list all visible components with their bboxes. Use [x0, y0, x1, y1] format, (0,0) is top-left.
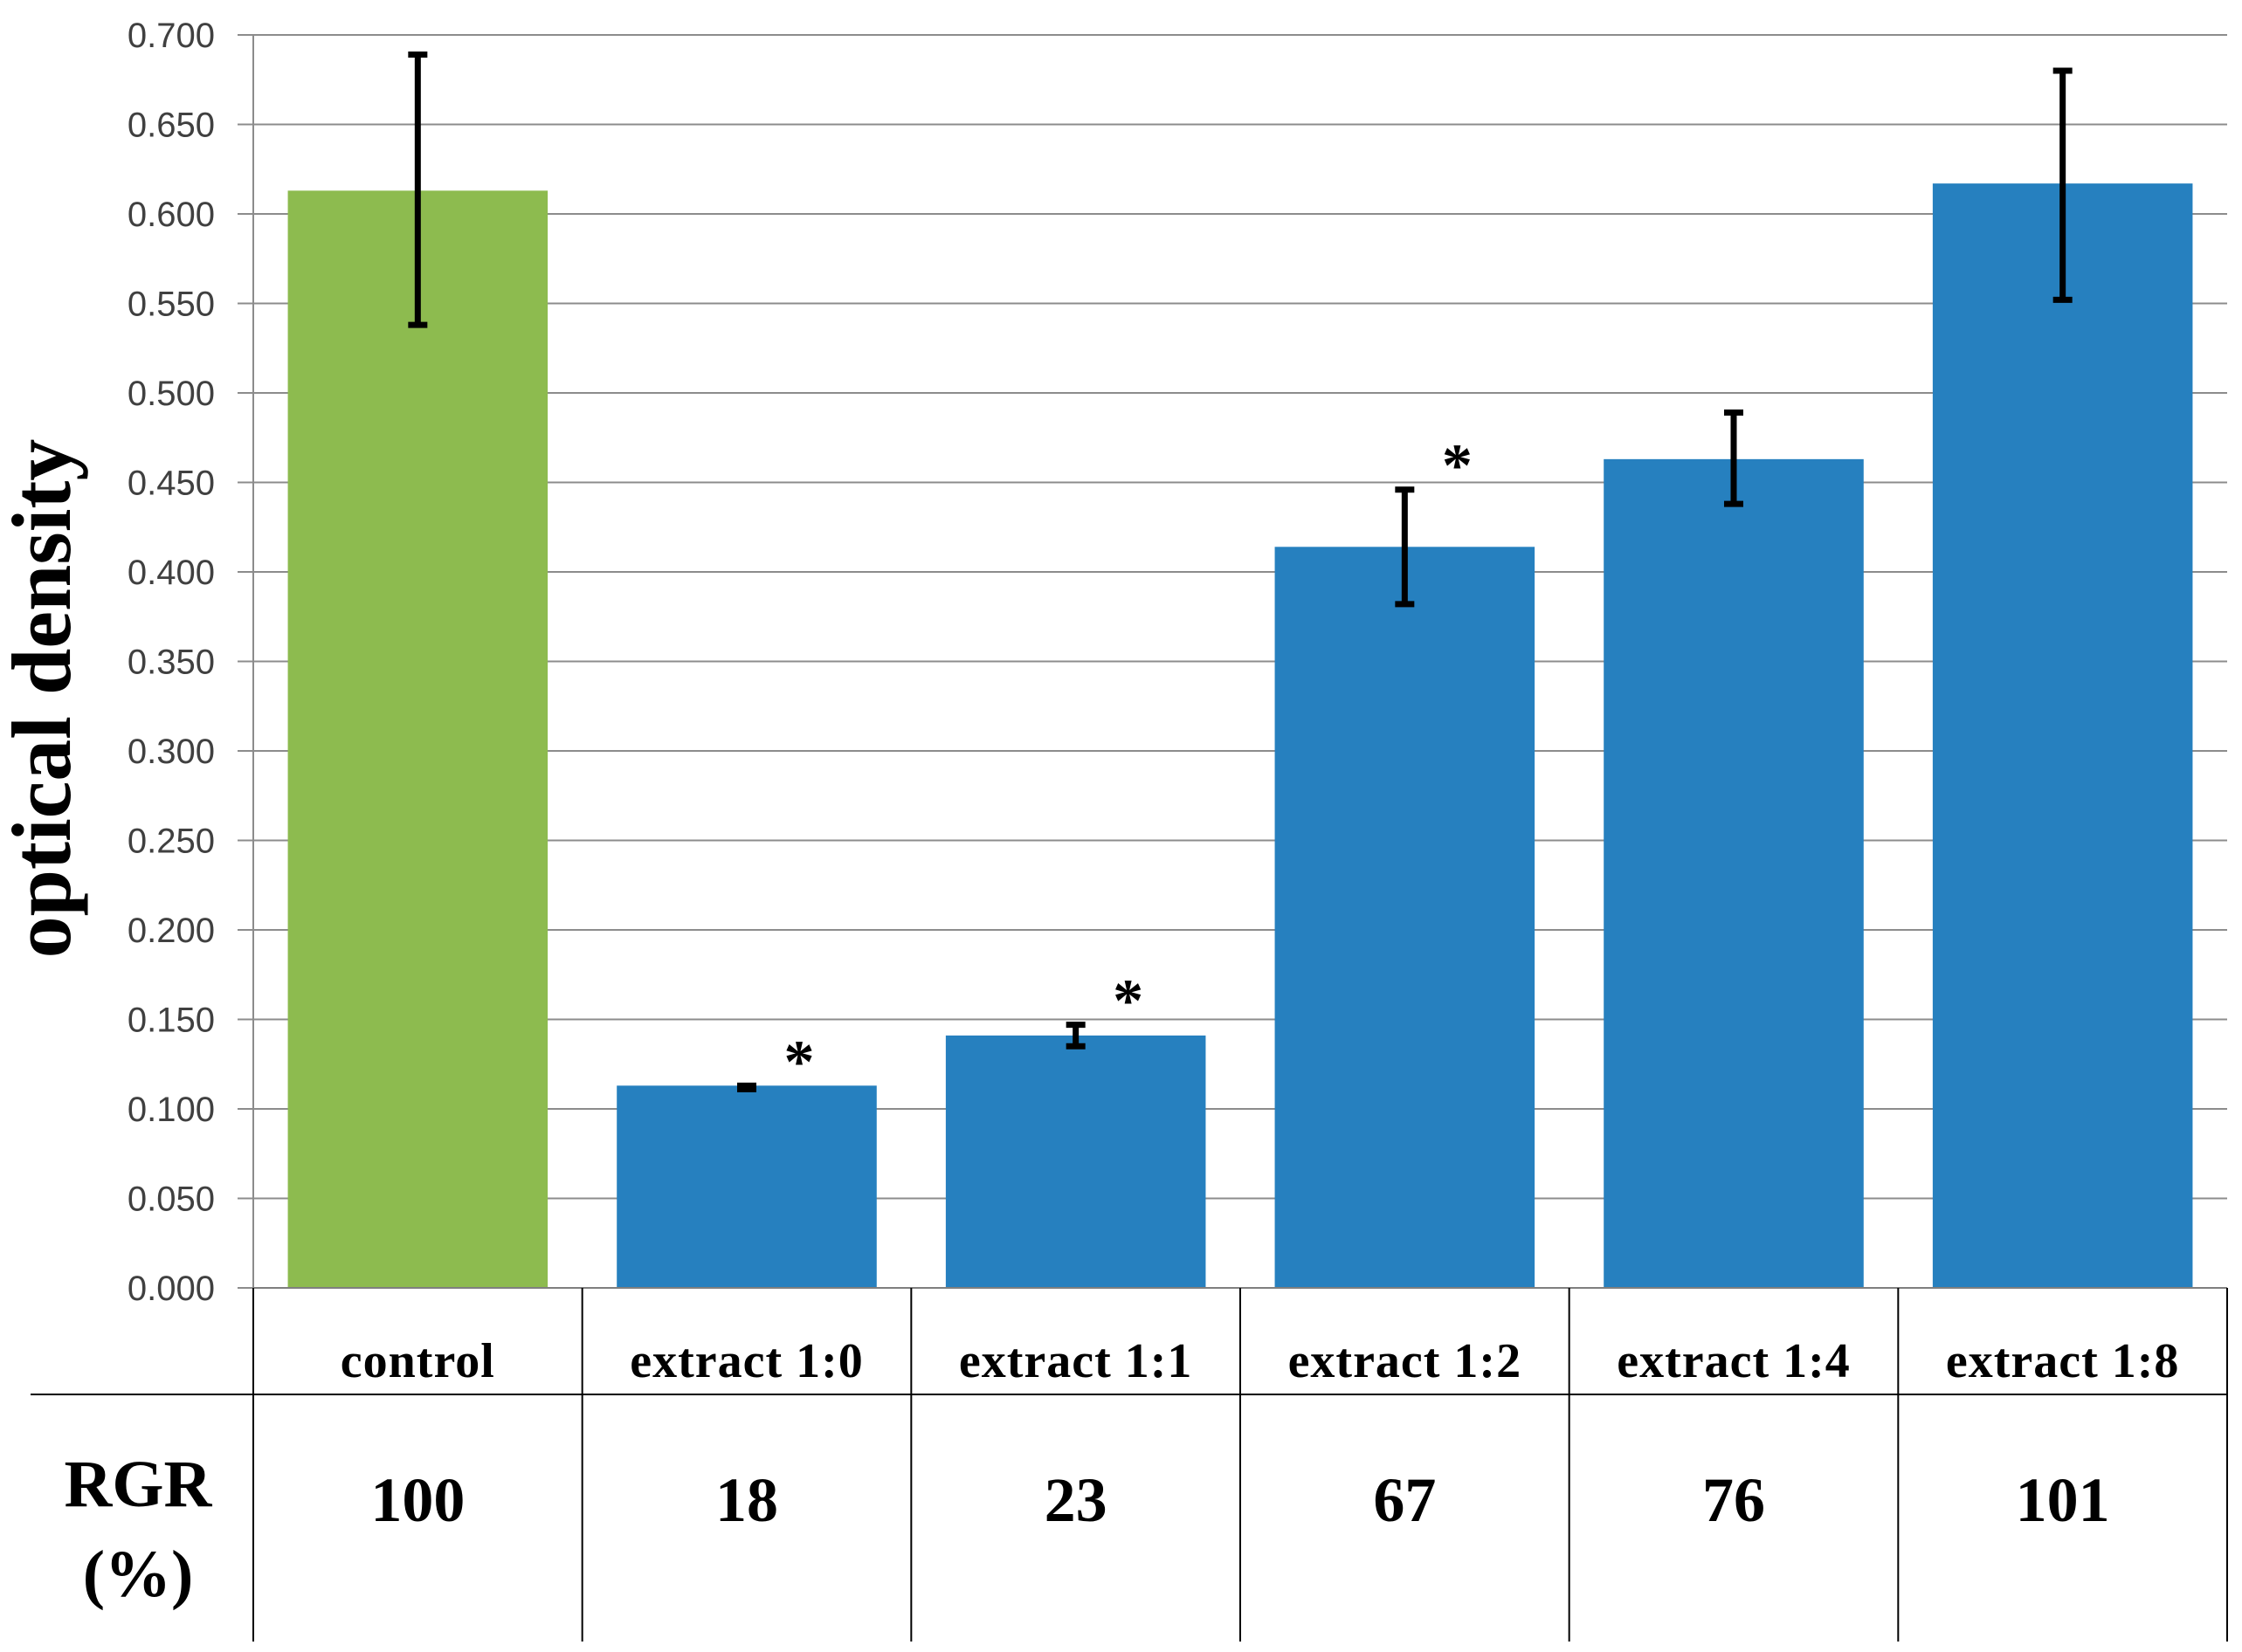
bar-2	[617, 1085, 877, 1288]
y-tick-label: 0.000	[128, 1270, 215, 1308]
significance-star: *	[1113, 968, 1143, 1036]
category-label: extract 1:0	[630, 1334, 864, 1388]
y-tick-label: 0.700	[128, 17, 215, 55]
y-tick-label: 0.300	[128, 733, 215, 771]
category-label: extract 1:8	[1946, 1334, 2180, 1388]
y-tick-label: 0.650	[128, 107, 215, 145]
y-tick-label: 0.100	[128, 1091, 215, 1129]
bar-4	[1274, 547, 1535, 1288]
significance-star: *	[784, 1029, 815, 1096]
bar-6	[1932, 183, 2193, 1288]
rgr-value: 18	[715, 1465, 778, 1535]
y-tick-label: 0.200	[128, 912, 215, 950]
y-tick-label: 0.350	[128, 644, 215, 682]
rgr-value: 100	[370, 1465, 465, 1535]
y-tick-label: 0.400	[128, 554, 215, 592]
rgr-value: 23	[1045, 1465, 1107, 1535]
rgr-row-header-line2: (%)	[83, 1538, 194, 1611]
y-tick-label: 0.050	[128, 1180, 215, 1219]
y-tick-label: 0.250	[128, 823, 215, 861]
significance-markers: * * *	[784, 433, 1473, 1097]
bar-3	[945, 1035, 1206, 1288]
category-label: extract 1:2	[1288, 1334, 1522, 1388]
y-tick-label: 0.500	[128, 375, 215, 413]
bars	[287, 183, 2193, 1289]
y-tick-label: 0.450	[128, 465, 215, 503]
error-bars	[408, 52, 2073, 1092]
rgr-value: 101	[2016, 1465, 2110, 1535]
y-tick-labels: 0.000 0.050 0.100 0.150 0.200 0.250 0.300 0.350…	[128, 17, 215, 1308]
rgr-value: 76	[1702, 1465, 1765, 1535]
category-table: control 100 extract 1:0 18 extract 1:1 23 extr…	[31, 1287, 2228, 1642]
category-label: extract 1:1	[959, 1334, 1193, 1388]
category-label: control	[341, 1334, 495, 1388]
y-axis-label: optical density	[0, 439, 88, 959]
rgr-row-header-line1: RGR	[65, 1448, 213, 1521]
gridlines	[238, 34, 2227, 1289]
bar-1	[287, 190, 548, 1289]
category-label: extract 1:4	[1617, 1334, 1851, 1388]
rgr-value: 67	[1373, 1465, 1436, 1535]
y-tick-label: 0.550	[128, 286, 215, 324]
y-tick-label: 0.150	[128, 1002, 215, 1040]
significance-star: *	[1442, 433, 1473, 500]
bar-5	[1604, 458, 1864, 1288]
y-tick-label: 0.600	[128, 196, 215, 234]
